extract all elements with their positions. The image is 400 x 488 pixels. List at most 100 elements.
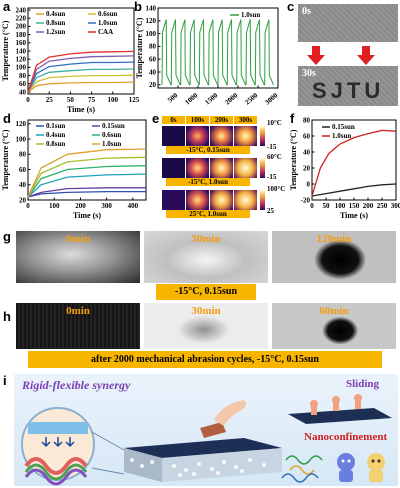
- legend-label: 1.0sun: [332, 132, 351, 140]
- x-tick-label: 0: [26, 202, 30, 210]
- y-tick-label: 120: [146, 17, 157, 25]
- panel-i: Rigid-flexible synergy: [14, 374, 398, 486]
- y-tick-label: 200: [16, 23, 27, 31]
- x-tick-label: 1500: [203, 91, 219, 106]
- hand-icon: [214, 400, 246, 426]
- colorbar-min-3: 25: [267, 207, 274, 215]
- photo-c-time-label-bottom: 30s: [302, 68, 316, 79]
- sliding-figures: [310, 394, 362, 415]
- y-tick-label: 180: [16, 31, 27, 39]
- magnifier-top-layer: [28, 422, 88, 434]
- coating-block-side: [162, 448, 282, 482]
- legend-label: 0.4sun: [46, 131, 65, 139]
- photo-h-30min: 30min: [144, 303, 268, 349]
- magnifier-wave-layer-3: [24, 468, 88, 486]
- x-tick-label: 400: [128, 202, 139, 210]
- x-tick-label: 100: [49, 202, 60, 210]
- x-tick-label: 2000: [223, 91, 239, 106]
- thermal-row-caption-1: -15°C, 0.15sun: [166, 146, 250, 154]
- abrasion-block: [200, 422, 226, 438]
- thermal-colorbar-2: [260, 158, 265, 178]
- y-tick-label: 40: [19, 88, 27, 96]
- caption-h: after 2000 mechanical abrasion cycles, -…: [28, 351, 382, 368]
- y-tick-label: 140: [16, 47, 27, 55]
- thermal-img-r1-c4: [234, 126, 257, 146]
- red-arrows: [307, 46, 375, 65]
- chart-d: 20 40 60 80 100 120 0 100 200 300 400 Time (s) Tempe…: [1, 119, 147, 220]
- thermal-img-r1-c1: [162, 126, 185, 146]
- y-tick-label: 60: [303, 132, 311, 140]
- x-tick-label: 125: [129, 96, 140, 104]
- photo-g-120min: 120min: [272, 231, 396, 283]
- thermal-img-r1-c2: [186, 126, 209, 146]
- legend-label: 1.0sun: [102, 140, 121, 148]
- legend-label: 0.15sun: [332, 123, 355, 131]
- legend-label: 1.0sun: [98, 19, 117, 27]
- thermal-img-r3-c1: [162, 190, 185, 210]
- photo-h-60min: 60min: [272, 303, 396, 349]
- thermal-img-r2-c3: [210, 158, 233, 178]
- x-tick-label: 1000: [183, 91, 199, 106]
- thermal-row-caption-3: 25°C, 1.0sun: [166, 210, 250, 218]
- colorbar-max-1: 10°C: [267, 119, 282, 127]
- y-tick-label: 80: [303, 116, 311, 124]
- colorbar-max-2: 60°C: [267, 153, 282, 161]
- thermal-time-0: 0s: [162, 116, 185, 124]
- panel-label-g: g: [3, 229, 11, 244]
- thermal-img-r3-c2: [186, 190, 209, 210]
- coating-block-top: [124, 438, 282, 458]
- chart-b: 20 40 60 80 100 120 140 500 1000 1500 2000 2500 3000…: [135, 4, 280, 106]
- x-axis-label: Time (s): [73, 211, 101, 220]
- x-tick-label: 100: [335, 202, 346, 210]
- thermal-time-3: 300s: [234, 116, 257, 124]
- plot-frame: [27, 119, 147, 201]
- caption-g: -15°C, 0.15sun: [156, 284, 256, 300]
- y-tick-label: 20: [149, 81, 157, 89]
- robot-figure-blue: [337, 453, 355, 482]
- legend-label: 0.1sun: [46, 122, 65, 130]
- photo-h-label-1: 30min: [191, 305, 221, 317]
- sliding-plate: [288, 408, 392, 424]
- y-tick-label: 40: [303, 148, 311, 156]
- colorbar-max-3: 100°C: [267, 185, 286, 193]
- panel-label-a: a: [3, 0, 11, 14]
- x-tick-label: 50: [323, 202, 331, 210]
- thermal-time-2: 200s: [210, 116, 233, 124]
- arrow-left-icon: [307, 46, 325, 65]
- x-tick-label: 2500: [243, 91, 259, 106]
- polymer-chains: [281, 455, 323, 483]
- series-line-0.6sun: [27, 74, 135, 93]
- series-line-1.0sun: [27, 61, 135, 93]
- y-tick-label: 140: [146, 4, 157, 12]
- x-tick-label: 200: [75, 202, 86, 210]
- series-line-0.8sun: [27, 156, 147, 198]
- x-axis-label: Time (s): [340, 211, 368, 220]
- legend-label: 0.6sun: [98, 10, 117, 18]
- series-line-CAA: [27, 50, 135, 93]
- x-tick-label: 300: [101, 202, 112, 210]
- y-tick-label: 120: [16, 120, 27, 128]
- series-line-0.4sun: [27, 81, 135, 93]
- panel-label-h: h: [3, 309, 11, 324]
- y-axis-label: Temperature (°C): [1, 129, 10, 190]
- thermal-img-r3-c3: [210, 190, 233, 210]
- panel-label-c: c: [287, 0, 295, 14]
- photo-g-label-1: 30min: [191, 233, 221, 245]
- x-tick-label: 50: [67, 96, 75, 104]
- legend-label: 0.8sun: [46, 19, 65, 27]
- thermal-colorbar-3: [260, 190, 265, 210]
- x-tick-label: 75: [88, 96, 96, 104]
- thermal-time-1: 100s: [186, 116, 209, 124]
- thermal-img-r2-c4: [234, 158, 257, 178]
- panel-label-f: f: [290, 111, 295, 126]
- y-axis-label: Temperature (°C): [289, 129, 298, 190]
- arrow-right-icon: [357, 46, 375, 65]
- magnifier-wave-layer-2: [24, 463, 88, 481]
- thermal-img-r2-c1: [162, 158, 185, 178]
- coating-particles: [130, 458, 266, 477]
- nanoconfinement-label: Nanoconfinement: [304, 431, 388, 443]
- schematic-title: Rigid-flexible synergy: [22, 378, 131, 392]
- y-tick-label: 100: [16, 135, 27, 143]
- legend-label: 0.8sun: [46, 140, 65, 148]
